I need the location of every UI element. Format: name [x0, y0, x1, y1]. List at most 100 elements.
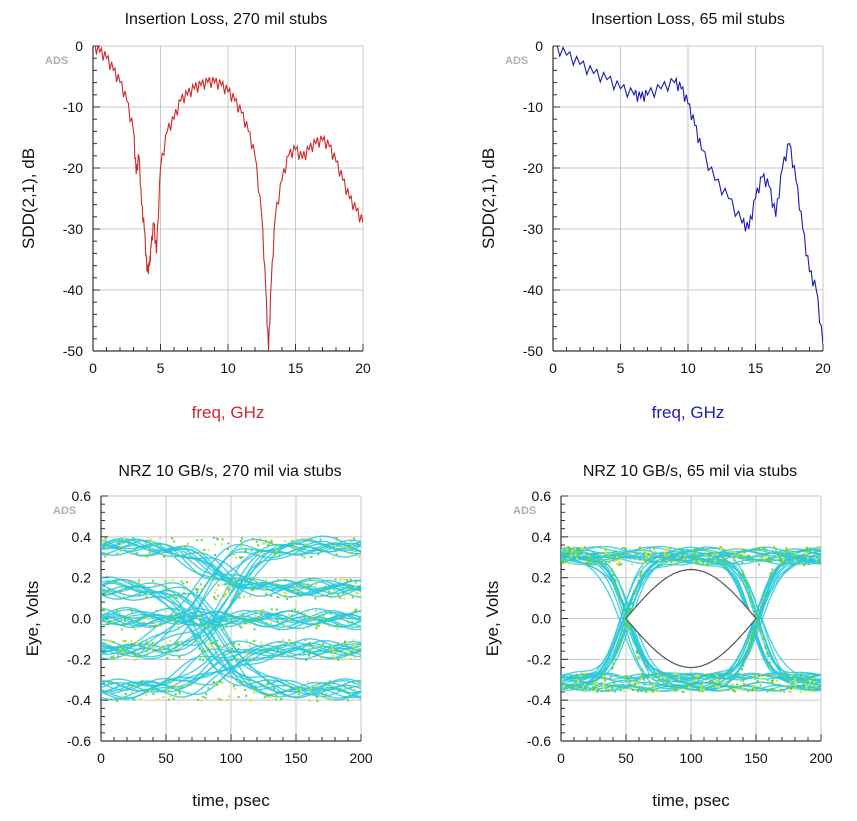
- eye-density-dot: [704, 678, 707, 681]
- eye-density-dot: [127, 651, 130, 654]
- eye-density-dot: [241, 537, 243, 540]
- eye-density-dot: [792, 687, 795, 690]
- eye-density-dot: [744, 673, 747, 676]
- eye-density-dot: [695, 561, 698, 564]
- eye-density-dot: [573, 548, 576, 551]
- eye-density-dot: [632, 640, 635, 643]
- eye-density-dot: [307, 584, 310, 587]
- eye-density-dot: [763, 594, 766, 597]
- eye-opening: [625, 568, 757, 669]
- eye-density-dot: [134, 587, 137, 590]
- eye-density-dot: [773, 546, 775, 549]
- eye-density-dot: [736, 683, 739, 686]
- eye-density-dot: [270, 608, 273, 611]
- eye-density-dot: [196, 589, 199, 592]
- x-tick-label: 0: [557, 750, 565, 766]
- eye-density-dot: [721, 561, 724, 563]
- eye-density-dot: [315, 696, 318, 699]
- eye-density-dot: [698, 685, 701, 688]
- eye-density-dot: [180, 685, 183, 688]
- eye-density-dot: [617, 645, 620, 648]
- eye-density-dot: [350, 554, 352, 557]
- eye-density-dot: [262, 542, 265, 545]
- eye-density-dot: [288, 683, 290, 686]
- eye-density-dot: [255, 540, 258, 543]
- eye-density-dot: [203, 655, 206, 658]
- eye-density-dot: [304, 639, 307, 642]
- eye-density-dot: [152, 625, 155, 628]
- eye-density-dot: [317, 579, 320, 582]
- eye-density-dot: [296, 586, 299, 589]
- eye-density-dot: [583, 683, 586, 686]
- eye-density-dot: [717, 683, 719, 686]
- eye-density-dot: [163, 618, 166, 621]
- eye-density-dot: [275, 549, 278, 552]
- eye-density-dot: [797, 563, 800, 566]
- y-tick-label: 0: [75, 38, 83, 54]
- eye-density-dot: [142, 648, 145, 651]
- eye-density-dot: [143, 615, 146, 618]
- eye-density-dot: [588, 557, 591, 560]
- eye-density-dot: [105, 591, 108, 594]
- eye-density-dot: [650, 555, 653, 558]
- eye-density-dot: [595, 688, 597, 691]
- eye-density-dot: [752, 629, 755, 632]
- eye-density-dot: [251, 589, 253, 592]
- eye-density-dot: [116, 609, 118, 612]
- eye-density-dot: [250, 618, 253, 620]
- eye-density-dot: [788, 690, 791, 693]
- eye-density-dot: [254, 639, 257, 642]
- eye-density-dot: [353, 649, 356, 652]
- eye-density-dot: [324, 682, 327, 685]
- eye-density-dot: [732, 683, 735, 686]
- eye-density-dot: [145, 597, 148, 600]
- eye-trace: [101, 586, 361, 692]
- eye-density-dot: [779, 560, 781, 563]
- eye-density-dot: [811, 678, 814, 681]
- eye-density-dot: [344, 640, 347, 643]
- eye-density-dot: [706, 562, 709, 565]
- eye-density-dot: [302, 582, 305, 584]
- eye-density-dot: [223, 590, 226, 593]
- eye-density-dot: [621, 634, 624, 637]
- y-tick-label: -20: [523, 160, 543, 176]
- eye-density-dot: [254, 685, 257, 688]
- eye-density-dot: [561, 678, 564, 681]
- eye-density-dot: [568, 563, 571, 566]
- eye-density-dot: [231, 648, 234, 651]
- eye-density-dot: [691, 680, 694, 682]
- ads-watermark: ADS: [513, 505, 536, 517]
- eye-density-dot: [702, 687, 705, 690]
- eye-density-dot: [146, 548, 149, 551]
- eye-density-dot: [708, 559, 711, 562]
- eye-density-dot: [177, 641, 180, 644]
- eye-density-dot: [269, 621, 272, 624]
- eye-density-dot: [771, 550, 774, 553]
- eye-density-dot: [240, 557, 242, 559]
- eye-density-dot: [275, 693, 277, 696]
- eye-density-dot: [696, 674, 699, 677]
- eye-density-dot: [175, 642, 178, 645]
- eye-density-dot: [740, 680, 743, 683]
- eye-density-dot: [712, 557, 715, 560]
- eye-density-dot: [819, 546, 821, 549]
- eye-density-dot: [257, 612, 260, 615]
- eye-density-dot: [301, 554, 303, 557]
- eye-density-dot: [765, 549, 768, 552]
- eye-density-dot: [112, 620, 115, 623]
- eye-density-dot: [350, 543, 353, 546]
- x-axis-label: freq, GHz: [192, 403, 265, 422]
- eye-density-dot: [354, 609, 357, 612]
- eye-density-dot: [624, 614, 627, 617]
- y-tick-label: -50: [523, 343, 543, 359]
- eye-density-dot: [183, 592, 185, 595]
- eye-density-dot: [741, 664, 744, 667]
- eye-density-dot: [589, 560, 592, 563]
- y-tick-label: -30: [523, 221, 543, 237]
- eye-density-dot: [349, 585, 352, 588]
- eye-density-dot: [610, 557, 613, 560]
- eye-density-dot: [782, 563, 785, 566]
- eye-density-dot: [345, 546, 348, 549]
- eye-density-dot: [640, 570, 643, 573]
- eye-density-dot: [253, 628, 256, 631]
